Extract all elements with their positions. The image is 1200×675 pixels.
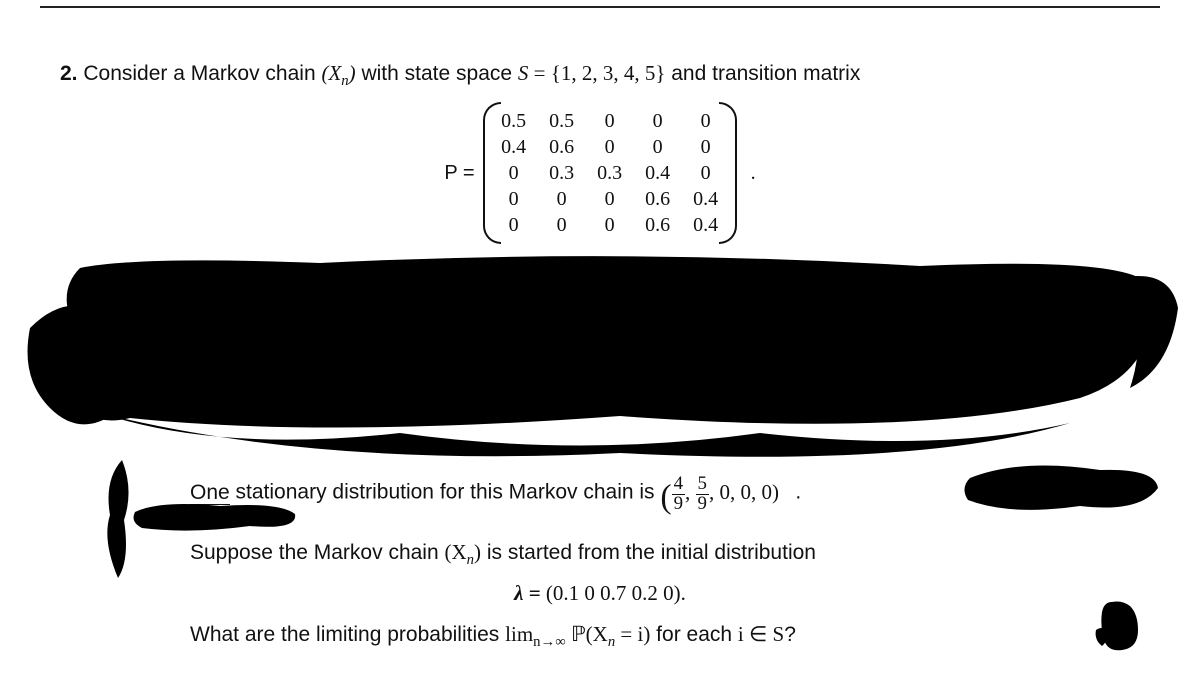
matrix-cell: 0 bbox=[499, 186, 529, 212]
vec-open: ( bbox=[660, 478, 671, 515]
matrix-cell: 0.4 bbox=[499, 134, 529, 160]
transition-matrix: 0.50.50000.40.600000.30.30.400000.60.400… bbox=[485, 104, 735, 242]
limit-prefix: What are the limiting probabilities bbox=[190, 623, 505, 646]
state-space-eq: = bbox=[528, 61, 550, 85]
top-rule bbox=[40, 6, 1160, 8]
matrix-cell: 0 bbox=[595, 186, 625, 212]
lambda-equation: λ = (0.1 0 0.7 0.2 0). bbox=[60, 581, 1140, 606]
suppose-line: Suppose the Markov chain (Xn) is started… bbox=[190, 536, 1020, 573]
lim-sub: n→∞ bbox=[533, 634, 566, 650]
matrix-cell: 0.4 bbox=[691, 212, 721, 238]
stationary-rest: , 0, 0, 0) bbox=[709, 480, 779, 504]
question-number: 2. bbox=[60, 62, 78, 85]
frac-2: 59 bbox=[696, 475, 709, 514]
redaction-large bbox=[20, 238, 1180, 458]
matrix-cell: 0 bbox=[643, 108, 673, 134]
matrix-cell: 0 bbox=[691, 134, 721, 160]
prompt-prefix: Consider a Markov chain bbox=[83, 62, 321, 85]
chain-sub: n bbox=[341, 73, 348, 89]
prompt-mid: with state space bbox=[356, 62, 518, 85]
redaction-small bbox=[130, 500, 300, 532]
prob-open: ℙ(X bbox=[566, 622, 608, 646]
matrix-cell: 0.6 bbox=[643, 212, 673, 238]
lim-text: lim bbox=[505, 622, 533, 646]
matrix-cell: 0 bbox=[547, 186, 577, 212]
frac-1: 49 bbox=[672, 475, 685, 514]
question-line: 2. Consider a Markov chain (Xn) with sta… bbox=[60, 58, 1140, 92]
redaction-right-tail bbox=[960, 458, 1160, 518]
chain-close: ) bbox=[349, 61, 356, 85]
prob-mid: = i) bbox=[615, 622, 650, 646]
matrix-cell: 0.4 bbox=[691, 186, 721, 212]
transition-matrix-block: P = 0.50.50000.40.600000.30.30.400000.60… bbox=[60, 104, 1140, 242]
limit-q: ? bbox=[784, 623, 796, 646]
state-space-set: {1, 2, 3, 4, 5} bbox=[551, 61, 666, 85]
matrix-label: P = bbox=[444, 162, 474, 185]
comma1: , bbox=[685, 480, 696, 504]
matrix-cell: 0 bbox=[691, 160, 721, 186]
lambda-vec: (0.1 0 0.7 0.2 0) bbox=[546, 581, 681, 605]
suppose-suffix: is started from the initial distribution bbox=[481, 541, 816, 564]
matrix-cell: 0 bbox=[643, 134, 673, 160]
matrix-cell: 0.4 bbox=[643, 160, 673, 186]
lambda-lhs: λ = bbox=[514, 581, 546, 605]
redaction-left-brace bbox=[100, 460, 136, 580]
stationary-period: . bbox=[795, 481, 801, 504]
matrix-cell: 0 bbox=[691, 108, 721, 134]
matrix-cell: 0 bbox=[499, 212, 529, 238]
matrix-cell: 0.6 bbox=[547, 134, 577, 160]
suppose-prefix: Suppose the Markov chain bbox=[190, 541, 444, 564]
thumb-blob bbox=[1094, 600, 1140, 657]
stationary-line: One stationary distribution for this Mar… bbox=[190, 470, 1020, 524]
matrix-cell: 0.5 bbox=[547, 108, 577, 134]
matrix-period: . bbox=[751, 162, 756, 185]
matrix-cell: 0.6 bbox=[643, 186, 673, 212]
state-space-lhs: S bbox=[518, 61, 529, 85]
limit-line: What are the limiting probabilities limn… bbox=[190, 618, 1020, 655]
matrix-cell: 0.3 bbox=[547, 160, 577, 186]
prompt-suffix: and transition matrix bbox=[665, 62, 860, 85]
matrix-cell: 0 bbox=[499, 160, 529, 186]
matrix-paren-right bbox=[719, 102, 737, 244]
matrix-paren-left bbox=[483, 102, 501, 244]
lambda-period: . bbox=[681, 581, 686, 605]
matrix-cell: 0 bbox=[547, 212, 577, 238]
matrix-cell: 0 bbox=[595, 134, 625, 160]
i-in-s: i ∈ S bbox=[738, 622, 784, 646]
chain-open: (X bbox=[321, 61, 341, 85]
matrix-cell: 0.5 bbox=[499, 108, 529, 134]
matrix-cell: 0 bbox=[595, 108, 625, 134]
limit-suffix: for each bbox=[650, 623, 738, 646]
matrix-cell: 0 bbox=[595, 212, 625, 238]
matrix-cell: 0.3 bbox=[595, 160, 625, 186]
